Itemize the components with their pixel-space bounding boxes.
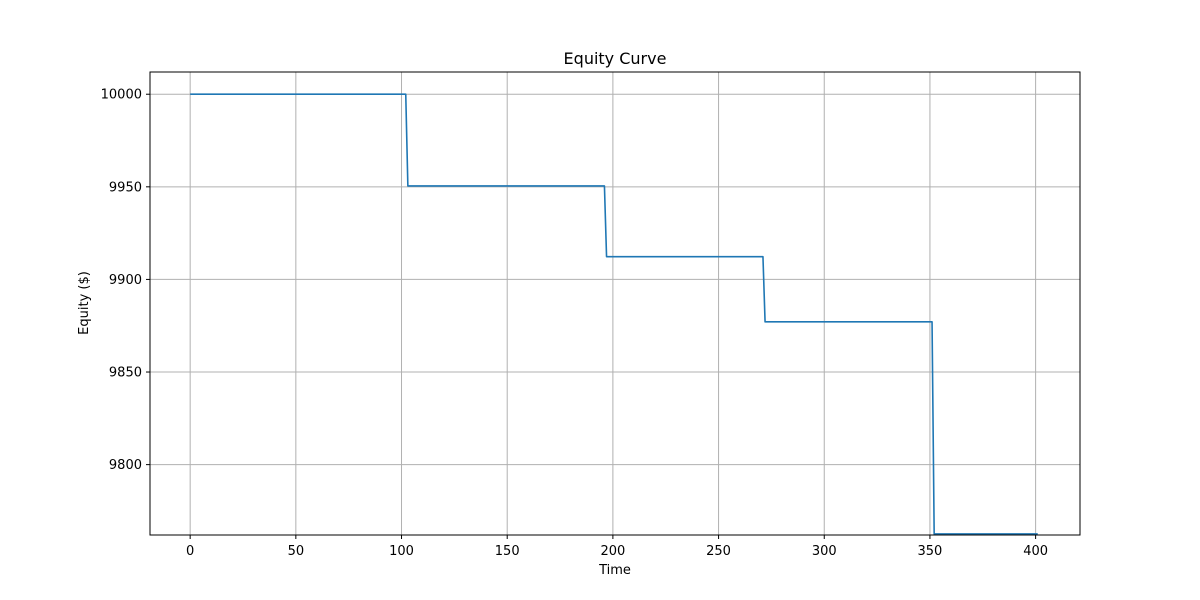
x-axis: 0 50 100 150 200 250 300 350 400 bbox=[186, 535, 1048, 559]
x-tick-label: 0 bbox=[186, 544, 194, 559]
x-tick-label: 250 bbox=[706, 544, 731, 559]
plot-frame bbox=[149, 71, 1081, 536]
y-tick-label: 9850 bbox=[109, 366, 142, 381]
equity-series-line bbox=[190, 93, 1038, 535]
x-tick-label: 200 bbox=[600, 544, 625, 559]
x-tick-label: 400 bbox=[1023, 544, 1048, 559]
y-tick-label: 9800 bbox=[109, 458, 142, 473]
y-axis-label: Equity ($) bbox=[77, 271, 92, 335]
y-tick-label: 9900 bbox=[109, 273, 142, 288]
x-tick-label: 50 bbox=[288, 544, 305, 559]
x-tick-label: 100 bbox=[389, 544, 414, 559]
y-tick-label: 10000 bbox=[101, 88, 142, 103]
series-layer bbox=[190, 93, 1038, 535]
y-axis: 9800 9850 9900 9950 10000 bbox=[101, 88, 150, 473]
x-tick-label: 300 bbox=[812, 544, 837, 559]
x-axis-label: Time bbox=[598, 563, 631, 578]
grid bbox=[150, 72, 1080, 535]
x-tick-label: 350 bbox=[918, 544, 943, 559]
x-tick-label: 150 bbox=[495, 544, 520, 559]
chart-title: Equity Curve bbox=[564, 49, 667, 68]
y-tick-label: 9950 bbox=[109, 180, 142, 195]
